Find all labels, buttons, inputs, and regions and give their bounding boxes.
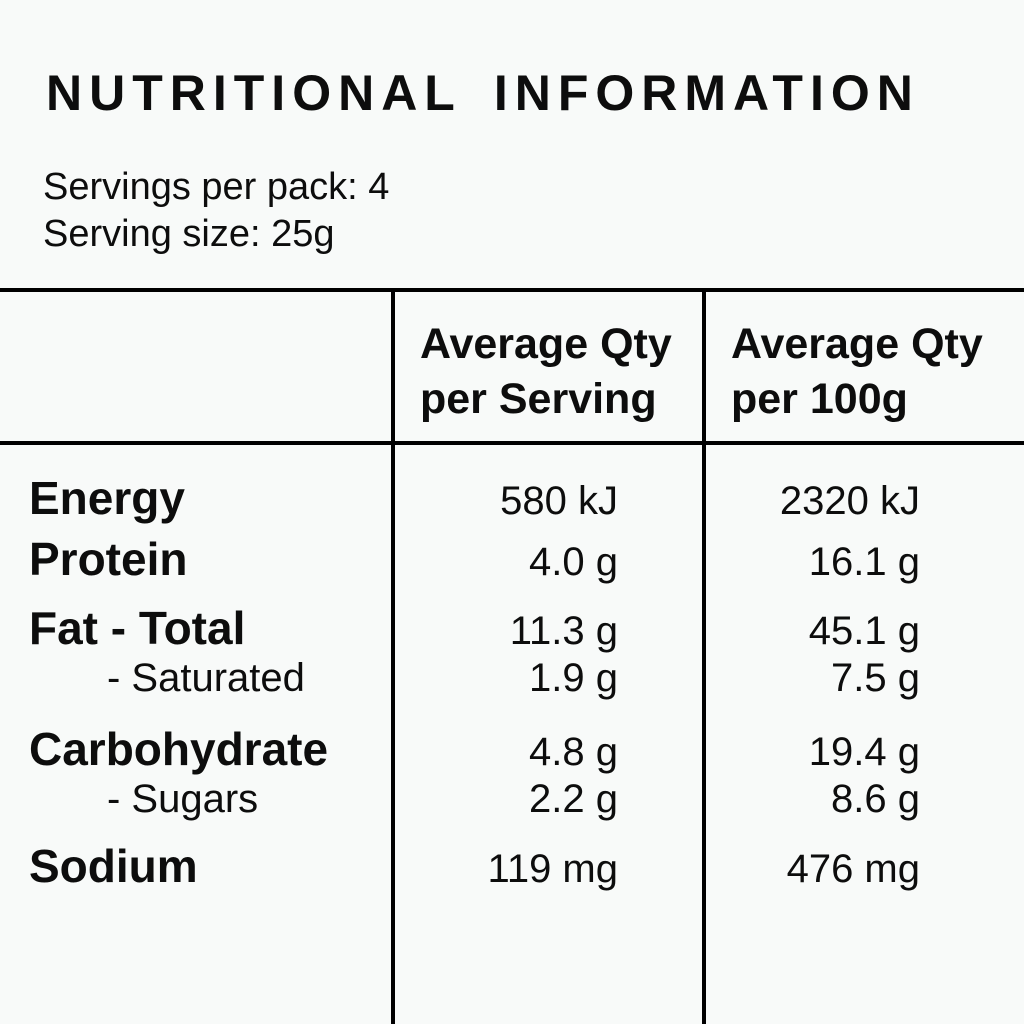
header-col-per-100g-line2: per 100g: [731, 375, 908, 423]
value-per-serving: 2.2 g: [529, 777, 618, 821]
nutrient-label: Carbohydrate: [29, 723, 329, 775]
value-per-serving: 11.3 g: [509, 609, 618, 653]
value-per-serving: 4.0 g: [529, 540, 618, 584]
value-per-100g: 7.5 g: [831, 656, 920, 700]
table-row: Sodium 119 mg 476 mg: [0, 838, 1024, 897]
table-row: Energy 580 kJ 2320 kJ: [0, 470, 1024, 529]
servings-per-pack: Servings per pack: 4: [43, 166, 390, 208]
nutrient-label: Energy: [29, 472, 185, 524]
serving-size: Serving size: 25g: [43, 213, 335, 255]
nutrient-label: - Saturated: [107, 656, 305, 700]
value-per-serving: 119 mg: [487, 847, 618, 891]
value-per-100g: 16.1 g: [808, 540, 920, 584]
nutrient-label: Protein: [29, 533, 188, 585]
table-row: Protein 4.0 g 16.1 g: [0, 531, 1024, 590]
header-col-per-serving-line1: Average Qty: [420, 320, 672, 368]
nutrient-label: Fat - Total: [29, 602, 246, 654]
value-per-100g: 8.6 g: [831, 777, 920, 821]
page-title: NUTRITIONAL INFORMATION: [46, 65, 920, 121]
header-col-per-serving: Average Qty per Serving: [420, 317, 672, 427]
table-row-sub: - Saturated 1.9 g 7.5 g: [0, 650, 1024, 706]
table-row: Carbohydrate 4.8 g 19.4 g: [0, 721, 1024, 780]
value-per-serving: 580 kJ: [500, 479, 618, 523]
value-per-100g: 45.1 g: [808, 609, 920, 653]
table-row-sub: - Sugars 2.2 g 8.6 g: [0, 771, 1024, 827]
value-per-100g: 19.4 g: [808, 730, 920, 774]
value-per-100g: 476 mg: [786, 847, 920, 891]
value-per-serving: 4.8 g: [529, 730, 618, 774]
nutrient-label: - Sugars: [107, 777, 259, 821]
table-row: Fat - Total 11.3 g 45.1 g: [0, 600, 1024, 659]
header-separator-line: [0, 441, 1024, 445]
header-col-per-100g: Average Qty per 100g: [731, 317, 983, 427]
value-per-serving: 1.9 g: [529, 656, 618, 700]
header-col-per-serving-line2: per Serving: [420, 375, 657, 423]
value-per-100g: 2320 kJ: [779, 479, 920, 523]
table-top-border: [0, 288, 1024, 292]
column-divider-1: [391, 288, 395, 1024]
column-divider-2: [702, 288, 706, 1024]
nutrient-label: Sodium: [29, 840, 198, 892]
serving-info: Servings per pack: 4 Serving size: 25g: [43, 164, 389, 258]
header-col-per-100g-line1: Average Qty: [731, 320, 983, 368]
